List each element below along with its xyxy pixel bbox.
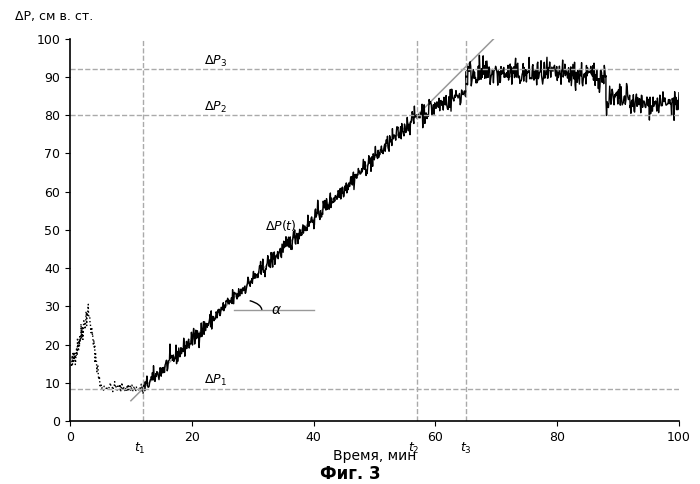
Text: $t_2$: $t_2$ — [408, 440, 419, 456]
X-axis label: Время, мин: Время, мин — [332, 449, 416, 463]
Text: $\Delta P(t)$: $\Delta P(t)$ — [265, 218, 297, 233]
Text: $\Delta P_3$: $\Delta P_3$ — [204, 54, 227, 69]
Text: $\Delta P_2$: $\Delta P_2$ — [204, 100, 227, 115]
Text: Фиг. 3: Фиг. 3 — [320, 465, 380, 483]
Text: $t_1$: $t_1$ — [134, 440, 146, 456]
Text: $t_3$: $t_3$ — [460, 440, 472, 456]
Text: ΔP, см в. ст.: ΔP, см в. ст. — [15, 11, 93, 23]
Text: $\alpha$: $\alpha$ — [271, 303, 282, 317]
Text: $\Delta P_1$: $\Delta P_1$ — [204, 373, 227, 388]
